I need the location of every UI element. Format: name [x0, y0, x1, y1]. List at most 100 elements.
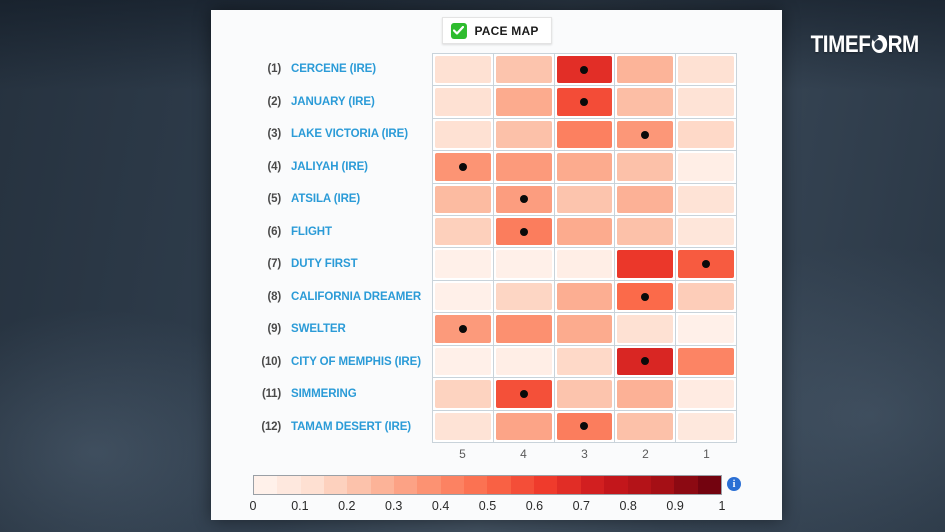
timeform-logo-text-right: RM — [887, 31, 920, 58]
heatmap-cell — [433, 248, 493, 280]
heatmap-cell — [615, 313, 676, 345]
heatmap-cell-fill — [435, 282, 491, 311]
color-scale-step — [674, 476, 698, 494]
heatmap-cell — [554, 54, 615, 86]
pace-position-dot — [702, 260, 711, 269]
legend-tick-label: 0.4 — [431, 499, 450, 513]
color-scale-step — [440, 476, 465, 494]
heatmap-cell — [433, 183, 493, 216]
heatmap-cell — [433, 280, 493, 313]
heatmap-cell — [615, 118, 676, 151]
color-scale-step — [534, 476, 558, 494]
horse-name-link[interactable]: JALIYAH (IRE) — [291, 160, 368, 173]
horse-name-link[interactable]: CERCENE (IRE) — [291, 63, 376, 76]
pace-position-dot — [641, 130, 650, 139]
legend-tick-label: 0.3 — [384, 499, 403, 513]
pace-heatmap-grid — [432, 53, 737, 443]
legend-tick-label: 0.2 — [338, 499, 356, 513]
heatmap-cell — [615, 280, 676, 313]
heatmap-cell-fill — [678, 282, 734, 311]
heatmap-cell-fill — [435, 88, 491, 116]
heatmap-cell-fill — [495, 56, 552, 84]
color-scale-ticks: 0 0.1 0.2 0.3 0.4 0.5 0.6 0.7 0.8 0.9 1 — [250, 499, 726, 514]
heatmap-cell — [493, 248, 554, 280]
color-scale-step — [557, 476, 581, 494]
horse-row: (10) CITY OF MEMPHIS (IRE) — [211, 346, 432, 379]
heatmap-cell-fill — [556, 250, 613, 278]
horse-name-link[interactable]: JANUARY (IRE) — [291, 95, 375, 108]
heatmap-cell-fill — [556, 153, 613, 181]
pace-position-dot — [519, 227, 528, 236]
horse-number: (8) — [267, 290, 282, 303]
horse-row: (11) SIMMERING — [211, 378, 432, 411]
horse-number: (5) — [267, 193, 282, 206]
horse-name-link[interactable]: DUTY FIRST — [291, 258, 358, 271]
heatmap-cell — [554, 151, 615, 183]
heatmap-cell-fill — [617, 315, 674, 343]
heatmap-cell-fill — [435, 185, 491, 214]
heatmap-cell-fill — [617, 56, 674, 84]
heatmap-cell-fill — [678, 380, 734, 408]
heatmap-cell-fill — [617, 380, 674, 408]
heatmap-cell-fill — [495, 315, 552, 343]
heatmap-cell — [433, 313, 493, 345]
horse-number: (10) — [261, 355, 281, 368]
column-label: 2 — [642, 447, 649, 461]
heatmap-cell-fill — [617, 88, 674, 116]
horse-name-link[interactable]: SWELTER — [291, 323, 346, 336]
heatmap-cell — [554, 410, 615, 442]
heatmap-cell — [554, 86, 615, 118]
color-scale-step — [417, 476, 441, 494]
timeform-logo: TIMEF RM — [811, 31, 920, 59]
horse-name-link[interactable]: CITY OF MEMPHIS (IRE) — [291, 355, 421, 368]
heatmap-cell — [676, 118, 736, 151]
heatmap-cell — [493, 410, 554, 442]
heatmap-cell — [676, 410, 736, 442]
heatmap-cell — [676, 86, 736, 118]
horse-row: (2) JANUARY (IRE) — [211, 86, 432, 119]
info-icon[interactable]: i — [727, 477, 741, 491]
heatmap-cell — [676, 183, 736, 216]
pace-position-dot — [519, 195, 528, 204]
horse-name-link[interactable]: LAKE VICTORIA (IRE) — [291, 128, 408, 141]
heatmap-cell — [493, 151, 554, 183]
heatmap-cell-fill — [678, 88, 734, 116]
heatmap-cell — [676, 280, 736, 313]
heatmap-cell — [615, 86, 676, 118]
heatmap-cell — [676, 151, 736, 183]
heatmap-cell — [615, 151, 676, 183]
heatmap-cell — [554, 313, 615, 345]
heatmap-cell — [433, 378, 493, 410]
heatmap-cell — [493, 183, 554, 216]
horse-row: (7) DUTY FIRST — [211, 248, 432, 281]
horse-row: (4) JALIYAH (IRE) — [211, 151, 432, 184]
heatmap-cell-fill — [435, 218, 491, 246]
horse-row: (3) LAKE VICTORIA (IRE) — [211, 118, 432, 151]
horse-number: (12) — [261, 420, 281, 433]
heatmap-cell-fill — [678, 315, 734, 343]
horse-name-link[interactable]: TAMAM DESERT (IRE) — [291, 420, 412, 433]
heatmap-cell-fill — [495, 153, 552, 181]
horse-number: (7) — [267, 258, 282, 271]
heatmap-cell — [433, 345, 493, 378]
timeform-o-icon — [871, 35, 887, 53]
heatmap-cell — [433, 86, 493, 118]
checkbox-checked-icon[interactable] — [450, 22, 467, 39]
pace-position-dot — [519, 389, 528, 398]
pace-position-dot — [641, 292, 650, 301]
column-label: 1 — [703, 447, 710, 461]
heatmap-cell-fill — [678, 185, 734, 214]
heatmap-cell-fill — [556, 347, 613, 376]
pace-map-toggle[interactable]: PACE MAP — [441, 17, 552, 44]
legend-tick-label: 0.9 — [666, 499, 684, 513]
heatmap-cell-fill — [495, 412, 552, 440]
horse-name-link[interactable]: ATSILA (IRE) — [291, 193, 361, 206]
horse-row: (9) SWELTER — [211, 313, 432, 346]
color-scale-step — [347, 476, 371, 494]
horse-name-link[interactable]: CALIFORNIA DREAMER — [291, 290, 422, 303]
horse-name-link[interactable]: SIMMERING — [291, 388, 357, 401]
horse-row: (1) CERCENE (IRE) — [211, 53, 432, 86]
heatmap-cell-fill — [435, 380, 491, 408]
horse-name-link[interactable]: FLIGHT — [291, 225, 332, 238]
color-scale-step — [464, 476, 488, 494]
